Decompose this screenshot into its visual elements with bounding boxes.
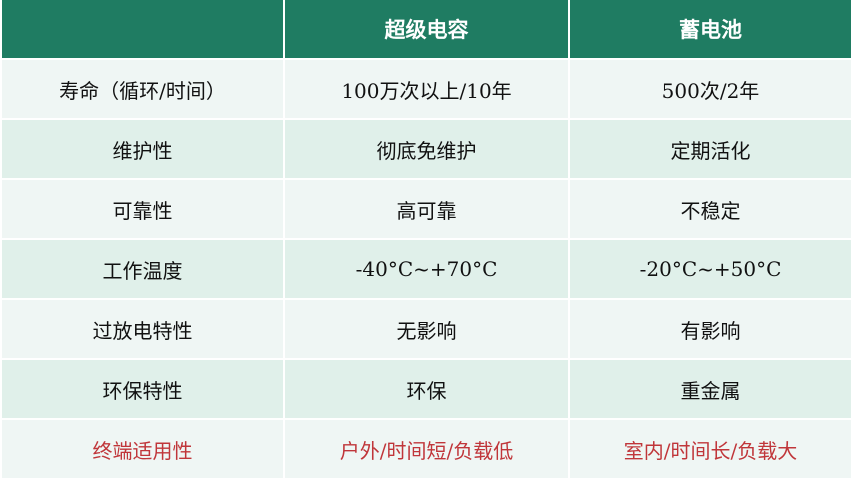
battery-cell: 定期活化: [568, 119, 851, 180]
row-label: 工作温度: [0, 239, 285, 300]
battery-cell: 不稳定: [568, 179, 851, 240]
supercap-cell: 户外/时间短/负载低: [283, 419, 570, 480]
row-label: 过放电特性: [0, 299, 285, 360]
row-label: 维护性: [0, 119, 285, 180]
supercap-cell: 环保: [283, 359, 570, 420]
row-label: 可靠性: [0, 179, 285, 240]
battery-cell: 室内/时间长/负载大: [568, 419, 851, 480]
battery-cell: 有影响: [568, 299, 851, 360]
row-label: 终端适用性: [0, 419, 285, 480]
header-empty: [0, 0, 285, 60]
battery-cell: 重金属: [568, 359, 851, 420]
battery-cell: 500次/2年: [568, 59, 851, 120]
table-row: 过放电特性 无影响 有影响: [0, 299, 851, 360]
table-row: 寿命（循环/时间） 100万次以上/10年 500次/2年: [0, 59, 851, 120]
supercap-cell: 彻底免维护: [283, 119, 570, 180]
table-row: 环保特性 环保 重金属: [0, 359, 851, 420]
header-row: 超级电容 蓄电池: [0, 0, 851, 60]
row-label: 环保特性: [0, 359, 285, 420]
table-row: 工作温度 -40°C~+70°C -20°C~+50°C: [0, 239, 851, 300]
table-row: 可靠性 高可靠 不稳定: [0, 179, 851, 240]
battery-cell: -20°C~+50°C: [568, 239, 851, 300]
table-row: 维护性 彻底免维护 定期活化: [0, 119, 851, 180]
header-supercapacitor: 超级电容: [283, 0, 570, 60]
row-label: 寿命（循环/时间）: [0, 59, 285, 120]
supercap-cell: -40°C~+70°C: [283, 239, 570, 300]
supercap-cell: 100万次以上/10年: [283, 59, 570, 120]
table-row-highlight: 终端适用性 户外/时间短/负载低 室内/时间长/负载大: [0, 419, 851, 480]
supercap-cell: 无影响: [283, 299, 570, 360]
header-battery: 蓄电池: [568, 0, 851, 60]
supercap-cell: 高可靠: [283, 179, 570, 240]
